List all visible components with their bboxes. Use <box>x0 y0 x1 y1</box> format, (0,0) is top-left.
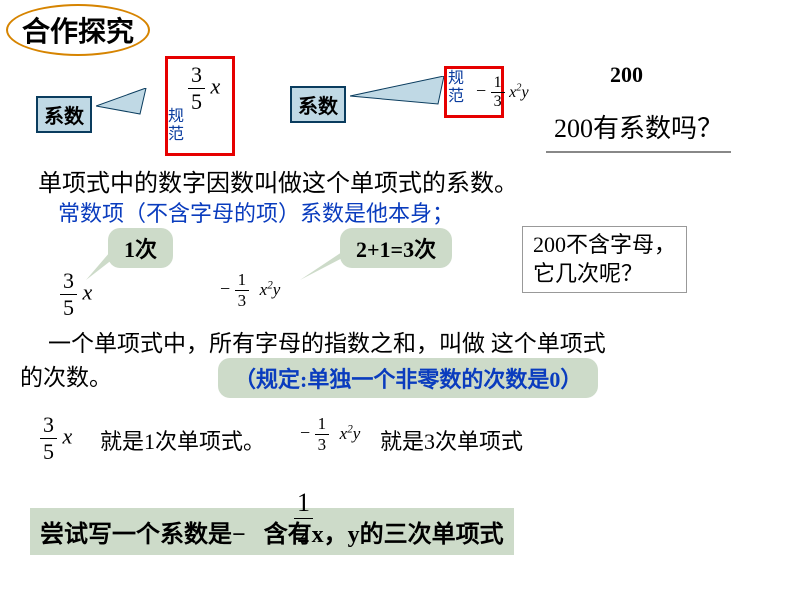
definition-coefficient: 单项式中的数字因数叫做这个单项式的系数。 <box>38 163 518 198</box>
question-200: 200有系数吗？ <box>546 104 731 153</box>
guifan-2: 规范 <box>448 70 464 105</box>
callout-tail-4 <box>300 252 350 282</box>
degree-badge-3: 2+1=3次 <box>340 228 452 268</box>
expr-neg13x2y-2: − 13 x2y <box>220 270 280 311</box>
example-1-text: 就是1次单项式。 <box>100 424 265 456</box>
note-constant: 常数项（不含字母的项）系数是他本身； <box>58 196 454 228</box>
coefficient-label-1: 系数 <box>36 96 92 133</box>
expr-neg13x2y-1: − 13 x2y <box>476 74 529 111</box>
expr-frac35x-3: 35 x <box>40 412 72 465</box>
const-200: 200 <box>610 62 643 88</box>
title-badge: 合作探究 <box>6 4 150 56</box>
expr-neg13x2y-3: − 13 x2y <box>300 414 360 455</box>
definition-degree-a: 一个单项式中，所有字母的指数之和，叫做 这个单项式 <box>48 324 606 358</box>
callout-tail-2 <box>350 76 450 118</box>
coefficient-label-2: 系数 <box>290 86 346 123</box>
definition-degree-b: 的次数。 <box>20 358 112 392</box>
guifan-1: 规范 <box>168 108 184 143</box>
note-200-degree: 200不含字母， 它几次呢？ <box>522 226 687 293</box>
expr-neg12: 12 <box>294 488 313 549</box>
expr-frac35x-2: 35 x <box>60 268 92 321</box>
expr-frac35x-1: 35 x <box>188 62 220 115</box>
rule-zero-degree: （规定:单独一个非零数的次数是0） <box>218 358 598 398</box>
callout-tail-1 <box>96 88 156 128</box>
challenge-box: 尝试写一个系数是− 含有x，y的三次单项式 <box>30 508 514 555</box>
example-3-text: 就是3次单项式 <box>380 424 523 456</box>
